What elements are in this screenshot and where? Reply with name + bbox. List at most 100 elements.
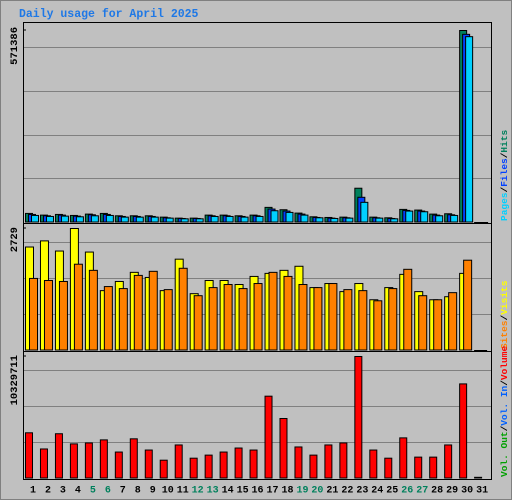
x-tick-label: 27	[416, 486, 428, 497]
bar	[45, 215, 54, 223]
legend-entry: Volume	[499, 346, 510, 381]
x-tick-label: 7	[120, 486, 126, 497]
bar	[315, 217, 324, 223]
bar	[135, 216, 144, 223]
x-tick-label: 5	[90, 486, 96, 497]
legend: Vol. Out/Vol. In/Volume	[499, 346, 510, 477]
bar	[178, 267, 188, 351]
x-tick-label: 13	[207, 486, 219, 497]
bar	[223, 284, 233, 351]
bar	[150, 216, 159, 223]
legend-entry: Vol. In	[499, 385, 510, 425]
legend-separator: /	[499, 425, 510, 431]
bar	[279, 418, 288, 479]
bar	[384, 457, 393, 479]
bar	[433, 299, 443, 351]
x-tick-label: 19	[296, 486, 308, 497]
x-tick-label: 25	[386, 486, 398, 497]
bar	[390, 218, 399, 223]
bar	[465, 36, 474, 223]
x-tick-label: 31	[476, 486, 488, 497]
bar	[189, 457, 198, 479]
bar	[399, 437, 408, 479]
x-tick-label: 1	[30, 486, 36, 497]
bar	[75, 216, 84, 223]
bar	[435, 215, 444, 223]
x-tick-label: 29	[446, 486, 458, 497]
bar	[313, 287, 323, 351]
bar	[103, 286, 113, 351]
x-tick-label: 10	[162, 486, 174, 497]
bar	[418, 295, 428, 351]
x-tick-label: 24	[371, 486, 383, 497]
bar	[298, 284, 308, 351]
bar	[144, 449, 153, 479]
bar	[388, 288, 398, 351]
legend-entry: Hits	[499, 129, 510, 152]
x-tick-label: 9	[150, 486, 156, 497]
bar	[90, 215, 99, 223]
legend-separator: /	[499, 314, 510, 320]
x-tick-label: 22	[341, 486, 353, 497]
bar	[478, 350, 488, 352]
bar	[444, 444, 453, 479]
bar	[29, 277, 38, 351]
bar	[343, 289, 353, 351]
bar	[43, 279, 53, 351]
bar	[234, 447, 243, 479]
legend-entry: Visits	[499, 280, 510, 315]
bar	[240, 216, 249, 223]
bar	[180, 218, 189, 223]
bar	[99, 439, 108, 479]
legend-separator: /	[499, 152, 510, 158]
bar	[39, 448, 48, 479]
bar	[345, 217, 354, 223]
bar	[238, 288, 248, 351]
legend-separator: /	[499, 186, 510, 192]
bar	[354, 356, 363, 479]
bar	[264, 395, 273, 479]
bar	[330, 217, 339, 223]
bar	[328, 283, 338, 351]
bar	[73, 263, 83, 351]
x-tick-label: 6	[105, 486, 111, 497]
x-tick-label: 28	[431, 486, 443, 497]
y-tick-label: 571386	[9, 27, 21, 65]
bar	[253, 283, 263, 351]
plot-frame	[23, 22, 492, 480]
bar	[480, 222, 489, 224]
bar	[420, 211, 429, 223]
bar	[429, 456, 438, 479]
bar	[148, 270, 158, 351]
x-tick-label: 12	[192, 486, 204, 497]
x-tick-label: 17	[267, 486, 279, 497]
x-tick-label: 20	[311, 486, 323, 497]
bar	[339, 442, 348, 479]
x-tick-label: 14	[222, 486, 234, 497]
bar	[283, 275, 293, 351]
legend: Pages/Files/Hits	[499, 129, 510, 221]
bar	[204, 454, 213, 479]
legend-entry: Files	[499, 158, 510, 187]
bar	[373, 300, 383, 351]
bar	[165, 217, 174, 223]
bar	[60, 215, 69, 223]
bar	[120, 216, 129, 223]
bar	[285, 211, 294, 223]
legend-entry: Vol. Out	[499, 431, 510, 477]
bar	[88, 269, 98, 351]
legend-entry: Sites	[499, 320, 510, 349]
bar	[25, 432, 33, 479]
bar	[474, 476, 483, 479]
bar	[255, 215, 264, 223]
y-tick-label: 10329711	[9, 355, 21, 405]
legend-separator: /	[499, 380, 510, 386]
bar	[159, 459, 168, 479]
bar	[270, 210, 279, 223]
bar	[114, 451, 123, 479]
x-tick-label: 15	[237, 486, 249, 497]
bar	[129, 438, 138, 479]
x-tick-label: 2	[45, 486, 51, 497]
x-tick-label: 18	[281, 486, 293, 497]
